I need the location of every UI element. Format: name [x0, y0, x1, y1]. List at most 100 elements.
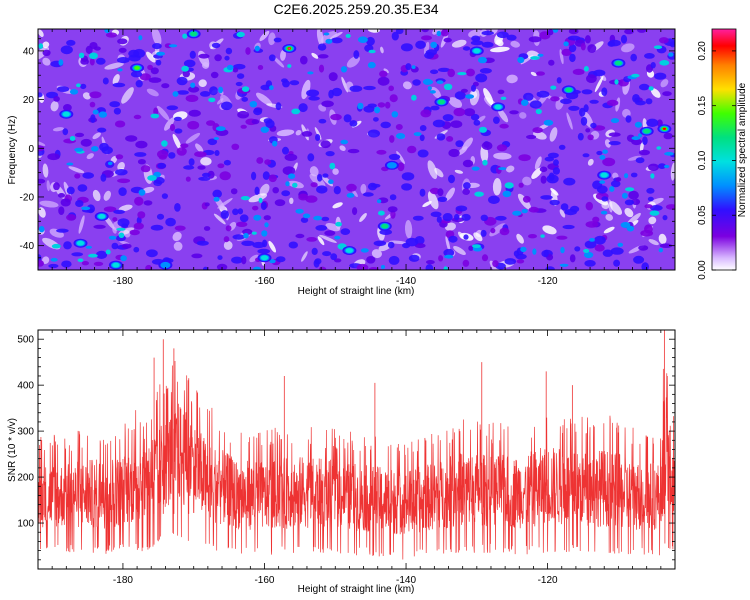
heatmap-cell [224, 55, 230, 61]
heatmap-cell [480, 214, 488, 221]
heatmap-cell [470, 113, 480, 121]
heatmap-cell [389, 194, 397, 201]
heatmap-cell [536, 90, 550, 98]
heatmap-cell [352, 207, 358, 216]
heatmap-low-cell [448, 97, 463, 108]
heatmap-cell [241, 96, 248, 102]
heatmap-cell [38, 260, 44, 267]
heatmap-low-cell [42, 57, 51, 66]
heatmap-mid-cell [345, 33, 351, 38]
heatmap-cell [650, 61, 656, 69]
heatmap-hotspot [190, 31, 198, 37]
heatmap-cell [639, 83, 650, 91]
heatmap-cell [437, 188, 444, 197]
heatmap-cell [56, 228, 69, 233]
y-tick-label: -40 [20, 241, 35, 252]
heatmap-cell [479, 68, 492, 74]
heatmap-low-cell [50, 101, 59, 112]
heatmap-cell [113, 209, 125, 214]
heatmap-cell [610, 180, 621, 188]
heatmap-cell [331, 37, 343, 44]
heatmap-cell [241, 256, 247, 265]
heatmap-mid-cell [599, 180, 606, 184]
heatmap-cell [463, 234, 469, 240]
heatmap-mid-cell [172, 91, 179, 97]
heatmap-mid-cell [656, 146, 662, 150]
heatmap-mid-cell [147, 175, 157, 181]
heatmap-cell [608, 141, 621, 146]
heatmap-cell [207, 170, 215, 179]
heatmap-cell [318, 118, 327, 124]
heatmap-cell [188, 158, 195, 166]
heatmap-low-cell [317, 236, 325, 246]
heatmap-mid-cell [443, 83, 453, 91]
snr-peaks [153, 330, 665, 514]
heatmap-cell [324, 230, 336, 236]
heatmap-mid-cell [427, 86, 432, 91]
heatmap-cell [665, 204, 675, 210]
heatmap-mid-cell [335, 221, 342, 227]
heatmap-low-cell [39, 200, 59, 208]
heatmap-cell [62, 128, 69, 136]
heatmap-low-cell [493, 152, 512, 160]
heatmap-mid-cell [208, 97, 216, 103]
heatmap-mid-cell [107, 161, 113, 166]
heatmap-cell [82, 172, 94, 179]
heatmap-cell [268, 174, 277, 183]
heatmap-cell [152, 43, 162, 50]
heatmap-mid-cell [521, 208, 528, 214]
heatmap-low-cell [534, 156, 542, 170]
heatmap-cell [282, 146, 289, 155]
colorbar-tick-label: 0.05 [697, 205, 708, 225]
heatmap-mid-cell [610, 118, 620, 124]
heatmap-cell [183, 165, 195, 170]
heatmap-cell [412, 215, 424, 221]
heatmap-cell [317, 43, 327, 51]
heatmap-hotspot [614, 60, 623, 66]
heatmap-mid-cell [552, 29, 559, 33]
heatmap-cell [547, 152, 559, 159]
x-tick-label: -140 [396, 276, 416, 287]
heatmap-cell [389, 94, 398, 103]
heatmap-cell [148, 77, 162, 83]
heatmap-mid-cell [357, 102, 364, 110]
heatmap-cell [473, 119, 481, 126]
heatmap-mid-cell [617, 242, 624, 247]
heatmap-cell [139, 73, 151, 81]
heatmap-cell [563, 177, 576, 186]
heatmap-cell [549, 199, 560, 206]
heatmap-cell [420, 109, 432, 118]
heatmap-mid-cell [76, 83, 81, 88]
heatmap-mid-cell [251, 231, 257, 235]
heatmap-cell [547, 29, 554, 36]
heatmap-cell [408, 254, 420, 262]
heatmap-low-cell [605, 213, 613, 221]
heatmap-low-cell [38, 207, 46, 218]
heatmap-low-cell [339, 145, 346, 152]
heatmap-cell [626, 134, 635, 142]
heatmap-cell [252, 241, 266, 249]
heatmap-cell [311, 247, 318, 255]
heatmap-cell [540, 195, 553, 200]
heatmap-low-cell [522, 176, 532, 186]
heatmap-cell [102, 77, 109, 85]
heatmap-cell [463, 182, 471, 190]
heatmap-mid-cell [668, 52, 674, 57]
heatmap-cell [437, 67, 451, 72]
heatmap-low-cell [404, 220, 413, 239]
heatmap-hotspot [260, 255, 269, 261]
y-tick-label: 20 [23, 95, 35, 106]
heatmap-hotspot [160, 261, 171, 269]
heatmap-cell [173, 116, 182, 121]
heatmap-cell [150, 224, 164, 231]
heatmap-cell [257, 248, 271, 254]
heatmap-cell [253, 108, 263, 116]
heatmap-cell [307, 153, 315, 162]
heatmap-cell [421, 35, 432, 41]
heatmap-cell [523, 92, 534, 101]
heatmap-cell [77, 184, 88, 192]
snr-x-axis: -180 -160 -140 -120 [37, 330, 676, 586]
heatmap-cell [310, 182, 318, 188]
heatmap-cell [137, 211, 146, 219]
heatmap-mid-cell [117, 68, 123, 72]
